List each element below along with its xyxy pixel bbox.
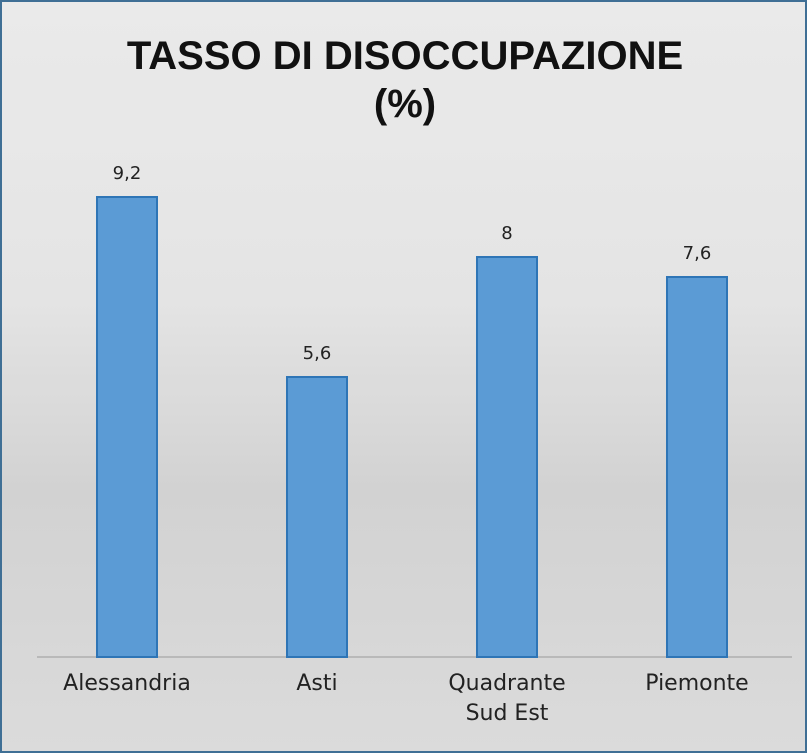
x-tick-label: Quadrante Sud Est <box>427 669 587 729</box>
x-tick-label: Alessandria <box>47 669 207 699</box>
value-label: 9,2 <box>67 163 187 184</box>
value-label: 8 <box>447 223 567 244</box>
bar <box>667 277 727 657</box>
bar <box>477 257 537 657</box>
chart-title: TASSO DI DISOCCUPAZIONE (%) <box>125 32 685 128</box>
bar <box>287 377 347 657</box>
value-label: 5,6 <box>257 343 377 364</box>
value-label: 7,6 <box>637 243 757 264</box>
bar <box>97 197 157 657</box>
chart: TASSO DI DISOCCUPAZIONE (%) 9,2 Alessandr… <box>0 0 807 753</box>
x-tick-label: Piemonte <box>617 669 777 699</box>
x-tick-label: Asti <box>237 669 397 699</box>
